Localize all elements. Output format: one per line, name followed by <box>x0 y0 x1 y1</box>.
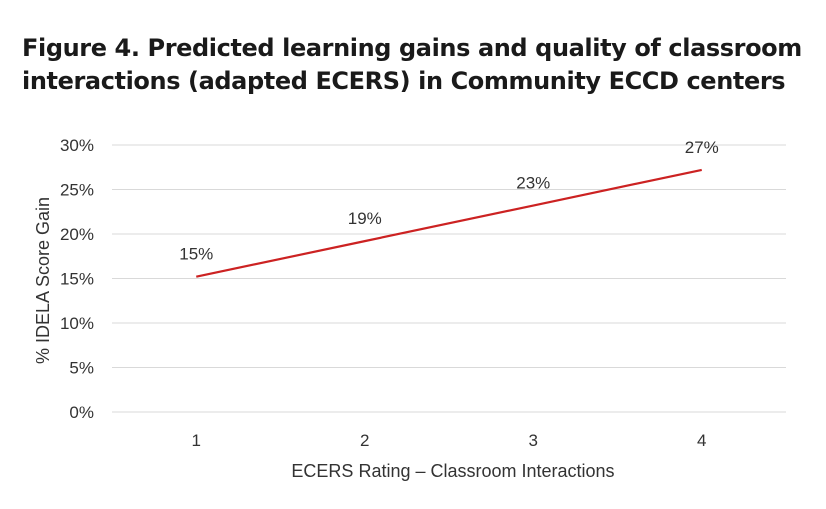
x-tick-label: 4 <box>697 431 706 450</box>
gridlines <box>112 144 786 413</box>
series-line <box>196 168 702 278</box>
y-axis-ticks: 0% 5% 10% 15% 20% 25% 30% <box>60 136 94 422</box>
x-tick-label: 3 <box>529 431 538 450</box>
data-label: 19% <box>348 209 382 228</box>
y-tick-label: 20% <box>60 225 94 244</box>
y-tick-label: 5% <box>69 359 94 378</box>
y-tick-label: 10% <box>60 314 94 333</box>
y-tick-label: 30% <box>60 136 94 155</box>
series-group: 15% 19% 23% 27% <box>179 138 719 278</box>
data-label: 27% <box>685 138 719 157</box>
data-label: 23% <box>516 174 550 193</box>
y-tick-label: 15% <box>60 270 94 289</box>
data-label: 15% <box>179 245 213 264</box>
x-tick-label: 1 <box>192 431 201 450</box>
y-axis-title: % IDELA Score Gain <box>33 197 53 364</box>
y-tick-label: 25% <box>60 181 94 200</box>
x-axis-ticks: 1 2 3 4 <box>192 431 707 450</box>
x-tick-label: 2 <box>360 431 369 450</box>
y-tick-label: 0% <box>69 403 94 422</box>
x-axis-title: ECERS Rating – Classroom Interactions <box>291 461 614 481</box>
chart-title: Figure 4. Predicted learning gains and q… <box>22 34 802 95</box>
